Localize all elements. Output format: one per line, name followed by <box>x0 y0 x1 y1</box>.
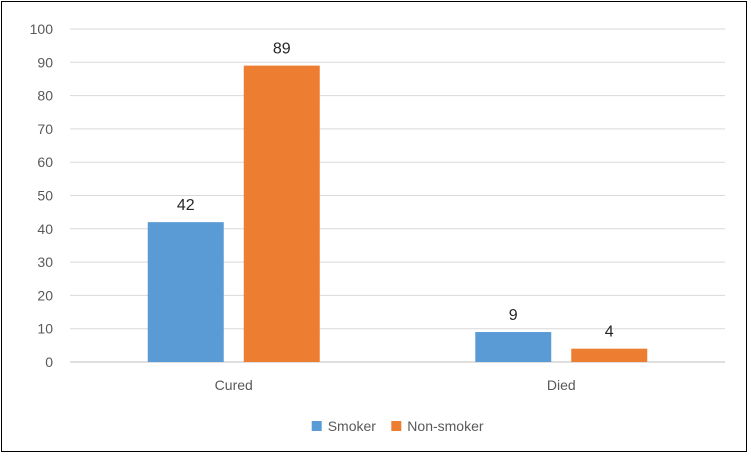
y-tick-label: 30 <box>37 254 53 270</box>
data-label: 42 <box>177 197 195 214</box>
bar-non-smoker-died <box>571 348 648 362</box>
y-tick-label: 10 <box>37 321 53 337</box>
legend-label: Smoker <box>328 418 377 434</box>
bar-non-smoker-cured <box>243 65 320 362</box>
category-label: Cured <box>215 377 253 393</box>
bar-smoker-died <box>475 332 552 362</box>
y-tick-label: 0 <box>45 354 53 370</box>
y-tick-label: 40 <box>37 221 53 237</box>
y-tick-label: 50 <box>37 188 53 204</box>
legend-swatch <box>311 421 322 431</box>
bar-smoker-cured <box>147 222 224 362</box>
data-label: 4 <box>605 324 614 341</box>
data-label: 9 <box>509 307 518 324</box>
legend-swatch <box>391 421 402 431</box>
legend-label: Non-smoker <box>407 418 484 434</box>
y-tick-label: 90 <box>37 54 53 70</box>
y-tick-label: 80 <box>37 88 53 104</box>
category-label: Died <box>547 377 576 393</box>
y-tick-label: 70 <box>37 121 53 137</box>
y-tick-label: 60 <box>37 154 53 170</box>
data-label: 89 <box>273 41 291 58</box>
y-tick-label: 20 <box>37 287 53 303</box>
y-tick-label: 100 <box>30 21 54 37</box>
